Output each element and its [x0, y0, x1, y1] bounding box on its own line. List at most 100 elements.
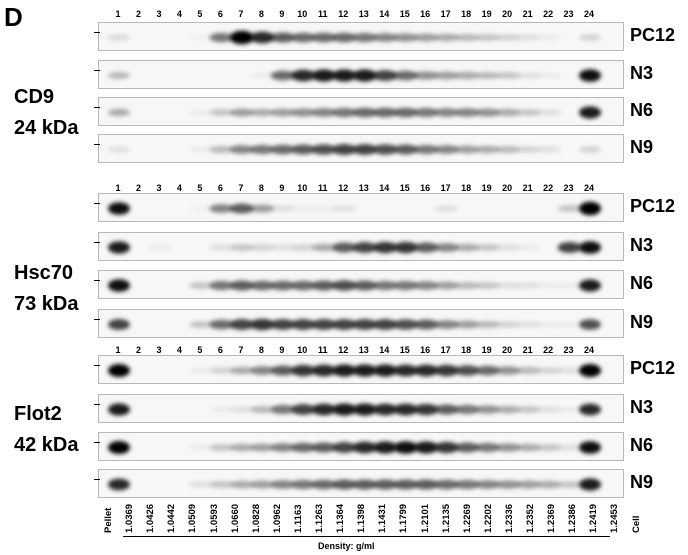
blot-strip	[98, 394, 624, 423]
band	[414, 319, 439, 330]
lane-number: 4	[176, 345, 182, 355]
band	[393, 479, 418, 490]
band	[537, 406, 562, 413]
lane-number: 14	[379, 345, 390, 355]
band	[455, 281, 480, 290]
band	[332, 364, 357, 377]
density-label: 1.2269	[461, 503, 473, 533]
band	[373, 479, 398, 490]
band	[270, 404, 295, 415]
band	[332, 403, 357, 416]
band	[455, 145, 480, 154]
lane-number: 4	[176, 9, 182, 19]
lane-number: 23	[563, 9, 574, 19]
band	[373, 144, 398, 155]
band	[209, 406, 234, 413]
band	[434, 145, 459, 154]
density-label: 1.0509	[187, 503, 199, 533]
density-label: 1.1263	[314, 503, 325, 533]
band	[557, 406, 582, 413]
band	[537, 444, 562, 451]
lane-number: 10	[297, 9, 308, 19]
marker-tick	[94, 70, 100, 71]
band	[352, 479, 377, 490]
band	[579, 441, 602, 454]
band	[209, 109, 234, 116]
band	[537, 72, 562, 79]
band	[270, 480, 295, 489]
band	[250, 108, 275, 117]
band	[373, 70, 398, 81]
blot-bands	[108, 318, 602, 331]
band	[311, 280, 336, 291]
band	[250, 31, 275, 44]
lane-number: 12	[338, 345, 349, 355]
band	[393, 33, 418, 42]
cell-line-label: N3	[630, 397, 654, 417]
band	[229, 203, 254, 214]
band	[434, 404, 459, 415]
panel-label: D	[4, 2, 23, 32]
lane-number: 16	[420, 183, 431, 193]
lane-number: 6	[217, 9, 223, 19]
density-label: 1.1398	[356, 503, 368, 533]
blot-strip	[98, 309, 624, 338]
band	[209, 319, 234, 330]
band	[291, 364, 316, 377]
band	[557, 321, 582, 328]
blot-bands	[108, 403, 602, 416]
lane-number: 8	[258, 183, 264, 193]
density-label: 1.0828	[250, 503, 262, 533]
density-label: 1.2101	[419, 503, 431, 533]
band	[434, 320, 459, 329]
band	[393, 107, 418, 118]
blot-bands	[108, 30, 602, 45]
blot-bands	[108, 241, 602, 254]
band	[455, 108, 480, 117]
band	[557, 367, 582, 374]
band	[250, 280, 275, 291]
blot-strip	[98, 355, 624, 384]
band	[496, 34, 521, 41]
band	[229, 280, 254, 291]
cell-label: Cell	[630, 515, 642, 533]
band	[209, 145, 234, 154]
blot-strip	[98, 432, 624, 461]
blot-strip	[98, 270, 624, 299]
lane-number: 13	[358, 9, 369, 19]
lane-number: 9	[279, 345, 285, 355]
band	[373, 441, 398, 454]
band	[496, 282, 521, 289]
lane-number: 3	[156, 183, 162, 193]
band	[291, 205, 316, 212]
band	[209, 444, 234, 451]
density-label: 1.1163	[292, 504, 304, 533]
band	[579, 279, 602, 292]
band	[108, 71, 130, 80]
band	[557, 205, 582, 212]
band	[579, 201, 602, 216]
band	[537, 282, 562, 289]
lane-number: 21	[522, 183, 533, 193]
lane-number: 14	[379, 183, 390, 193]
marker-tick	[94, 319, 100, 320]
band	[537, 34, 562, 41]
band	[291, 319, 316, 330]
marker-tick	[94, 203, 100, 204]
lane-number: 15	[399, 345, 410, 355]
band	[516, 72, 541, 79]
density-label: 1.2419	[588, 503, 600, 533]
lane-number: 9	[279, 9, 285, 19]
band	[393, 241, 418, 254]
lane-number: 22	[543, 345, 554, 355]
lane-number: 17	[440, 9, 451, 19]
band	[188, 481, 213, 488]
band	[311, 403, 336, 416]
marker-tick	[94, 365, 100, 366]
density-label: 1.1364	[335, 503, 347, 533]
blot-bands	[108, 201, 602, 216]
band	[516, 146, 541, 153]
band	[311, 108, 336, 117]
cell-line-label: N9	[630, 137, 654, 157]
band	[496, 405, 521, 414]
